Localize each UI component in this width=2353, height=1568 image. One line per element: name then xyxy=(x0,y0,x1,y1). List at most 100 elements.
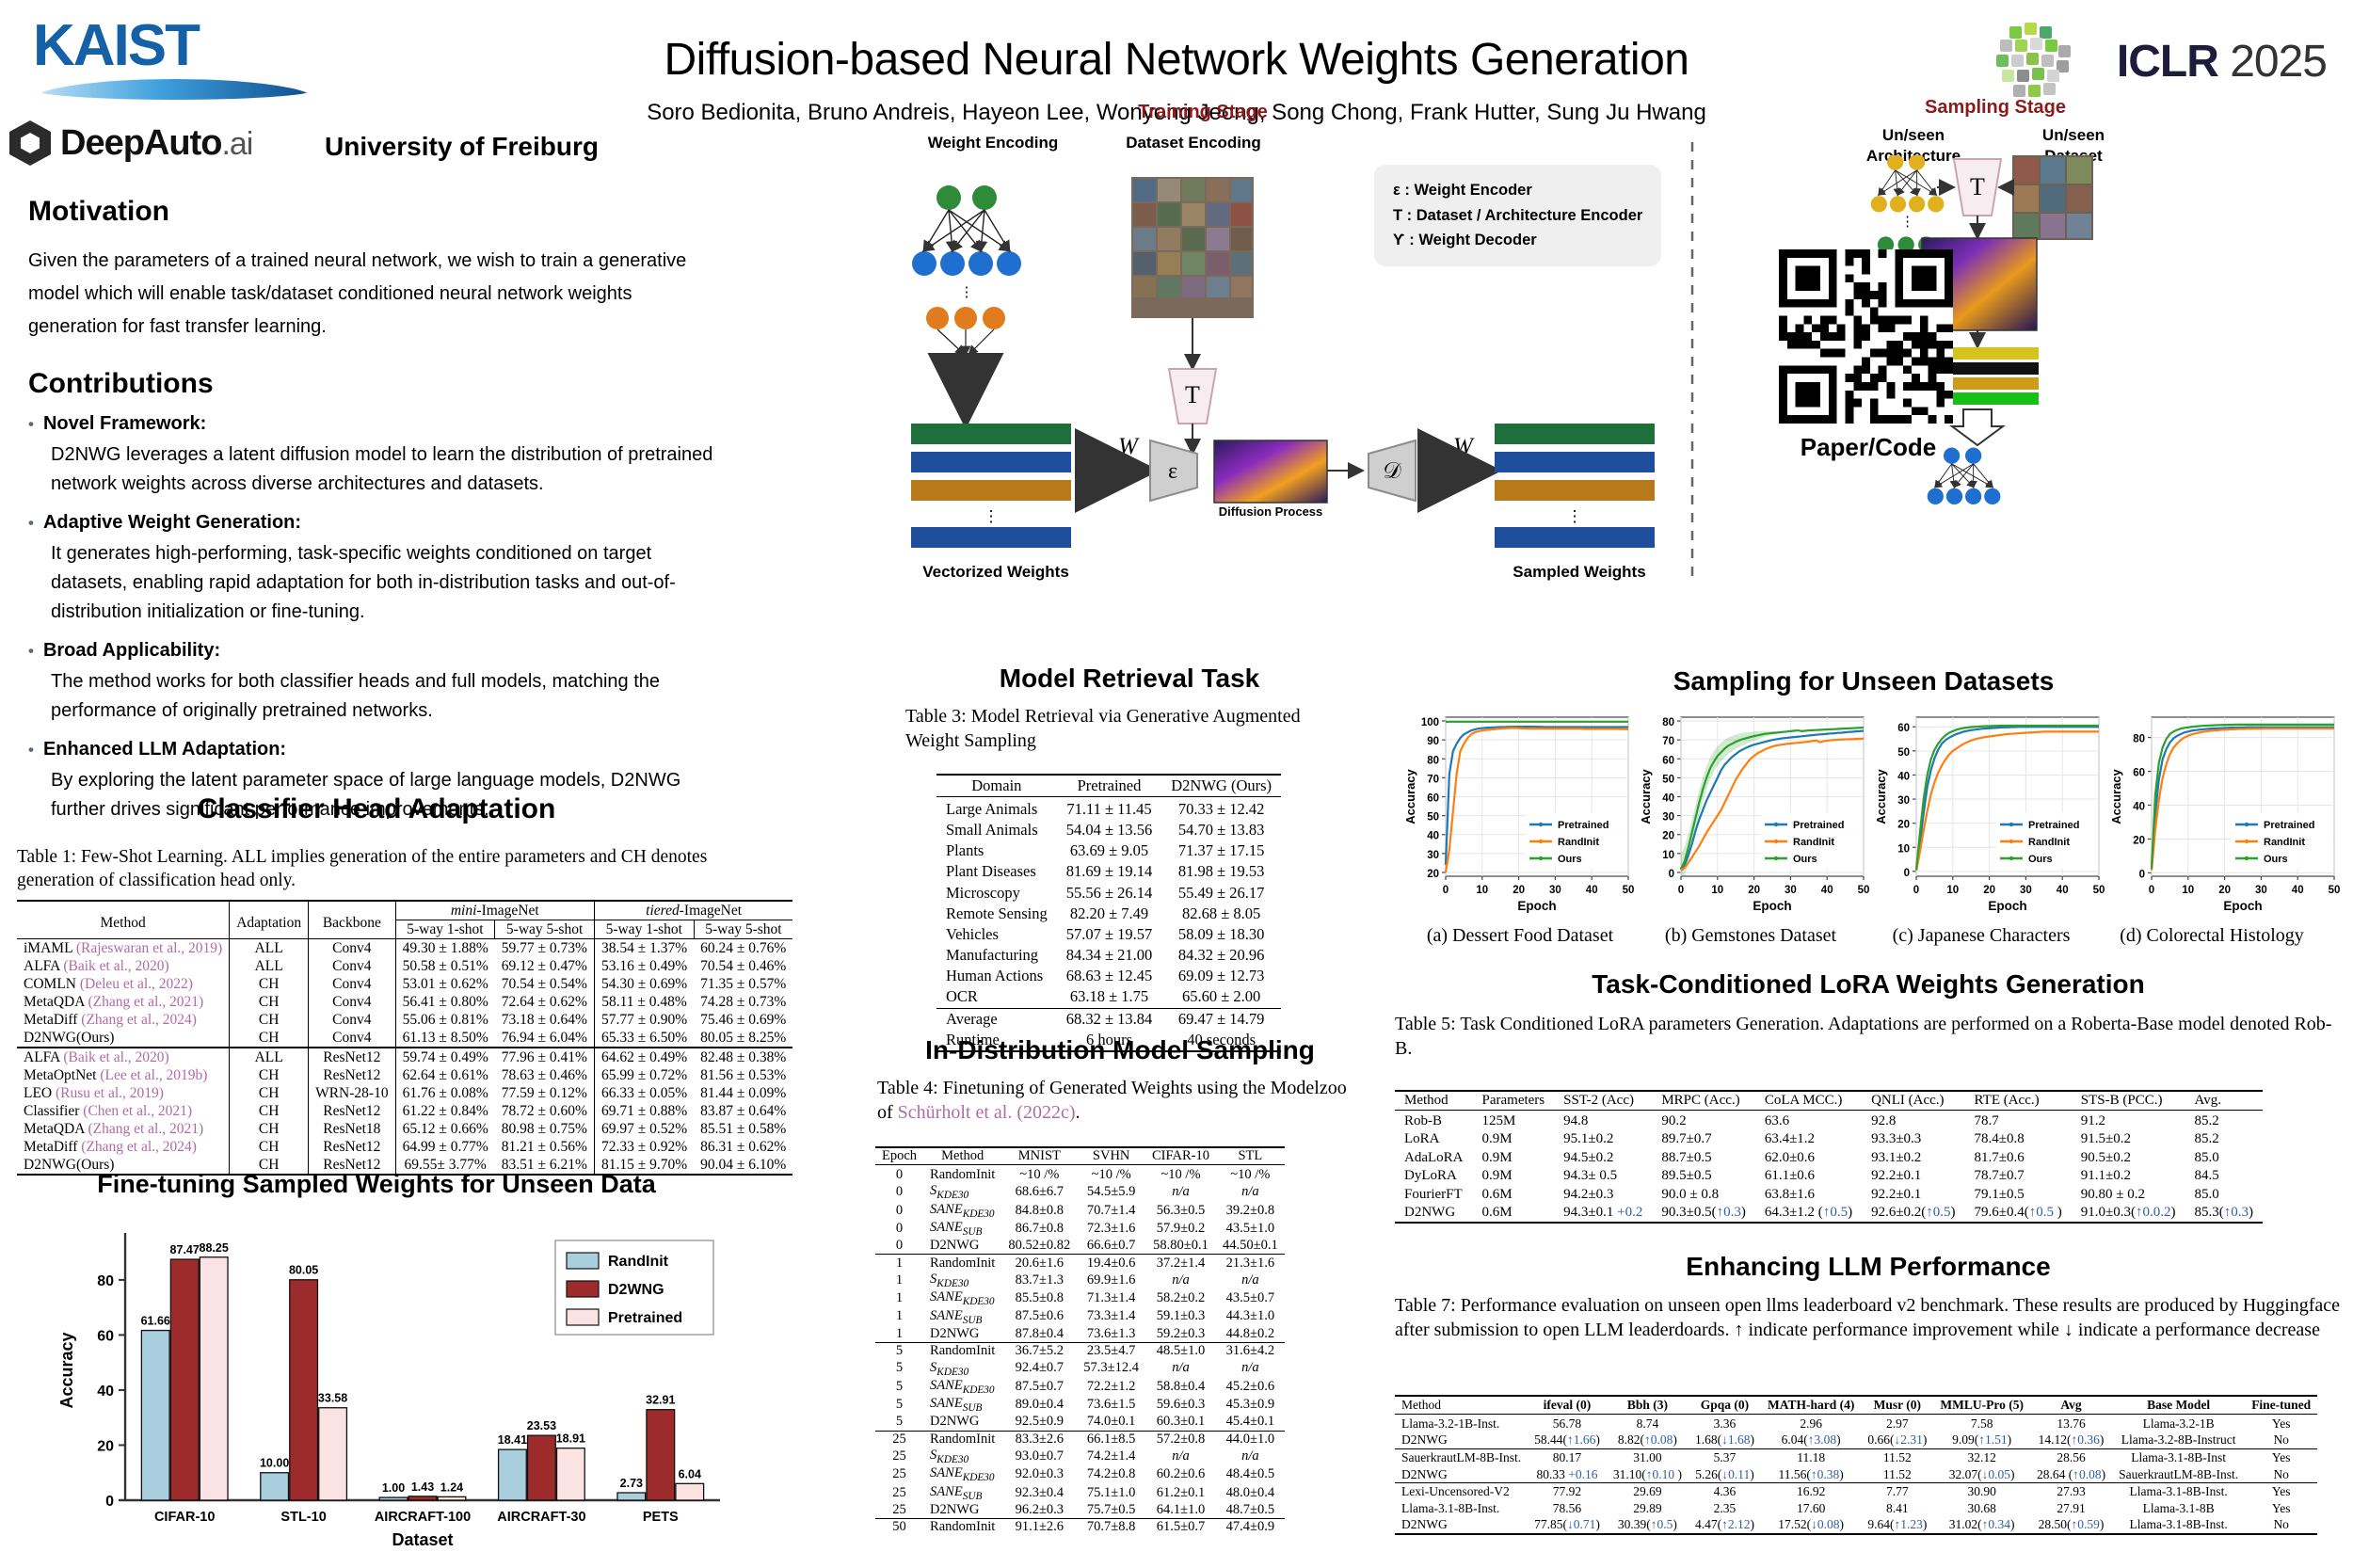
table-row: MetaOptNet (Lee et al., 2019b) CH ResNet12… xyxy=(24,1066,787,1084)
table-row: LoRA 0.9M 95.1±0.2 89.7±0.7 63.4±1.2 93.3±0.3… xyxy=(1404,1131,2219,1147)
contribution-text: By exploring the latent parameter space … xyxy=(51,770,681,820)
svg-text:30: 30 xyxy=(2255,885,2267,896)
svg-text:Accuracy: Accuracy xyxy=(57,1332,76,1408)
deepauto-suffix: .ai xyxy=(221,125,253,162)
table-row: 5 SKDE30 92.4±0.7 57.3±12.4 n/a n/a xyxy=(895,1359,1259,1378)
contribution-title: Broad Applicability: xyxy=(28,640,220,661)
svg-text:50: 50 xyxy=(2329,885,2341,896)
svg-text:20: 20 xyxy=(1748,885,1760,896)
table4-caption: Table 4: Finetuning of Generated Weights… xyxy=(877,1076,1367,1126)
table-row: Rob-B 125M 94.8 90.2 63.6 92.8 78.7 91.2 85.2 xyxy=(1404,1113,2219,1129)
table-row: Remote Sensing 82.20 ± 7.49 82.68 ± 8.05 xyxy=(946,904,1261,922)
table-row: 50 RandomInit 91.1±2.6 70.7±8.8 61.5±0.7 47.4… xyxy=(875,1518,1285,1536)
table-row: D2NWG 77.85(↓0.71) 30.39(↑0.5) 4.47(↑2.12) 1… xyxy=(1401,1517,2289,1532)
brain-icon xyxy=(1993,21,2104,102)
svg-text:Pretrained: Pretrained xyxy=(1558,820,1609,831)
svg-text:20: 20 xyxy=(1513,885,1525,896)
table-row: 25 SKDE30 93.0±0.7 74.2±1.4 n/a n/a xyxy=(892,1448,1259,1465)
svg-text:50: 50 xyxy=(1427,812,1439,824)
deepauto-wordmark: DeepAuto xyxy=(60,122,222,163)
table-row: Human Actions 68.63 ± 12.45 69.09 ± 12.73 xyxy=(946,967,1265,985)
svg-text:30: 30 xyxy=(1785,885,1797,896)
svg-text:40: 40 xyxy=(97,1384,114,1400)
svg-text:50: 50 xyxy=(1897,747,1910,759)
architecture-diagram: ⋮ ⋮ xyxy=(904,102,1854,668)
table5-caption: Table 5: Task Conditioned LoRA parameter… xyxy=(1395,1014,2332,1060)
svg-text:60: 60 xyxy=(1427,793,1439,805)
contributions-list: Novel Framework: D2NWG leverages a latent… xyxy=(28,409,725,824)
table-row: 0 SANESUB 86.7±0.8 72.3±1.6 57.9±0.2 43.5±1.0 xyxy=(895,1219,1275,1238)
qr-code[interactable] xyxy=(1779,249,1953,424)
table-row: 5 SANEKDE30 87.5±0.7 72.2±1.2 58.8±0.4 45.2±0… xyxy=(895,1377,1275,1396)
svg-text:0: 0 xyxy=(1678,885,1684,896)
contribution-item: Novel Framework: D2NWG leverages a latent… xyxy=(28,409,725,499)
table-row: MetaQDA (Zhang et al., 2021) CH ResNet18 65… xyxy=(24,1120,787,1138)
sampling-unseen-heading: Sampling for Unseen Datasets xyxy=(1673,666,2055,696)
lora-heading: Task-Conditioned LoRA Weights Generation xyxy=(1592,969,2145,999)
bar-chart-finetuning: 0 20 40 60 80 Accuracy Dataset 61.66 87.47 88.25 C… xyxy=(52,1214,729,1555)
svg-text:1.00: 1.00 xyxy=(382,1481,405,1495)
svg-text:20: 20 xyxy=(1897,820,1910,831)
motivation-text: Given the parameters of a trained neural… xyxy=(28,250,687,337)
table-row: Large Animals 71.11 ± 11.45 70.33 ± 12.42 xyxy=(946,799,1265,818)
table-llm-benchmark: Method ifeval (0) Bbh (3) Gpqa (0) MATH-hard… xyxy=(1395,1395,2318,1537)
svg-text:80: 80 xyxy=(1662,717,1674,728)
table-row: iMAML (Rajeswaran et al., 2019) ALL Conv4 4… xyxy=(17,938,793,957)
table-row: 5 SANESUB 89.0±0.4 73.6±1.5 59.6±0.3 45.3±0.9 xyxy=(895,1396,1275,1414)
table-in-distribution-sampling: Epoch Method MNIST SVHN CIFAR-10 STL 0 RandomIn… xyxy=(875,1146,1285,1535)
table4-caption-b: . xyxy=(1075,1102,1080,1124)
svg-text:Accuracy: Accuracy xyxy=(1639,768,1653,824)
table-row: 25 SANESUB 92.3±0.4 75.1±1.0 61.2±0.1 48.0±0.… xyxy=(892,1483,1275,1502)
table-row: 1 D2NWG 87.8±0.4 73.6±1.3 59.2±0.3 44.8±0.2 xyxy=(895,1325,1275,1341)
svg-text:⋮: ⋮ xyxy=(984,507,1000,525)
svg-text:W: W xyxy=(1118,434,1140,459)
svg-text:88.25: 88.25 xyxy=(200,1241,229,1255)
table-row: ALFA (Baik et al., 2020) ALL ResNet12 59.74… xyxy=(17,1048,793,1066)
svg-text:20: 20 xyxy=(2218,885,2231,896)
svg-text:40: 40 xyxy=(1662,793,1674,805)
table-row: Manufacturing 84.34 ± 21.00 84.32 ± 20.96 xyxy=(946,946,1265,965)
svg-text:20: 20 xyxy=(1662,831,1674,842)
svg-text:0: 0 xyxy=(1443,885,1449,896)
contribution-text: It generates high-performing, task-speci… xyxy=(51,543,676,622)
diagram-legend: ε : Weight Encoder T : Dataset / Archite… xyxy=(1374,165,1662,267)
svg-text:33.58: 33.58 xyxy=(318,1392,347,1405)
svg-text:40: 40 xyxy=(1897,771,1910,782)
svg-text:1.24: 1.24 xyxy=(440,1480,463,1494)
contribution-title: Adaptive Weight Generation: xyxy=(28,512,301,533)
svg-text:10.00: 10.00 xyxy=(260,1457,289,1470)
author-list: Soro Bedionita, Bruno Andreis, Hayeon Le… xyxy=(647,100,1706,125)
curve-caption-d: (d) Colorectal Histology xyxy=(2120,925,2304,946)
svg-text:30: 30 xyxy=(2020,885,2032,896)
svg-text:2.73: 2.73 xyxy=(620,1477,643,1490)
model-retrieval-heading: Model Retrieval Task xyxy=(999,664,1260,693)
table-row: 1 RandomInit 20.6±1.6 19.4±0.6 37.2±1.4 21.3±… xyxy=(875,1254,1285,1272)
svg-text:40: 40 xyxy=(2292,885,2304,896)
table-row: MetaDiff (Zhang et al., 2024) CH ResNet12 6… xyxy=(24,1138,787,1156)
svg-text:D2WNG: D2WNG xyxy=(608,1282,664,1298)
svg-text:Accuracy: Accuracy xyxy=(1403,768,1417,824)
svg-text:⋮: ⋮ xyxy=(1900,215,1913,230)
svg-text:6.04: 6.04 xyxy=(679,1467,701,1480)
svg-text:30: 30 xyxy=(1427,850,1439,861)
svg-text:0: 0 xyxy=(2139,869,2145,880)
svg-text:80: 80 xyxy=(2133,734,2145,745)
svg-text:Ours: Ours xyxy=(2264,854,2288,865)
svg-text:100: 100 xyxy=(1421,717,1439,728)
table-row: D2NWG(Ours) CH ResNet12 69.55± 3.77% 83.51 ±… xyxy=(17,1156,792,1175)
table1-caption: Table 1: Few-Shot Learning. ALL implies … xyxy=(17,847,708,891)
table-row: 1 SANEKDE30 85.5±0.8 71.3±1.4 58.2±0.2 43.5±0… xyxy=(895,1289,1275,1308)
hexagon-icon xyxy=(9,120,51,166)
svg-text:30: 30 xyxy=(1549,885,1561,896)
svg-text:60: 60 xyxy=(1662,755,1674,766)
svg-text:RandInit: RandInit xyxy=(1793,837,1834,848)
svg-text:W: W xyxy=(1453,434,1475,459)
svg-text:10: 10 xyxy=(1476,885,1488,896)
table-row: Small Animals 54.04 ± 13.56 54.70 ± 13.83 xyxy=(946,820,1265,839)
contribution-title: Novel Framework: xyxy=(28,413,206,434)
svg-text:70: 70 xyxy=(1662,736,1674,747)
svg-text:T: T xyxy=(1970,173,1985,200)
table4-caption-citation[interactable]: Schürholt et al. (2022c) xyxy=(897,1102,1076,1124)
svg-text:RandInit: RandInit xyxy=(608,1254,669,1270)
svg-text:23.53: 23.53 xyxy=(527,1419,556,1432)
